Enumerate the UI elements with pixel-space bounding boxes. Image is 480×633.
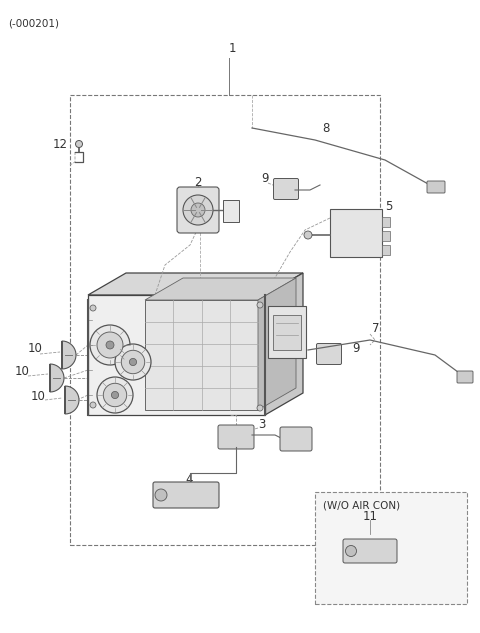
Circle shape bbox=[75, 141, 83, 147]
Circle shape bbox=[130, 358, 137, 366]
Circle shape bbox=[90, 325, 130, 365]
Bar bbox=[382, 231, 390, 241]
Circle shape bbox=[97, 377, 133, 413]
Circle shape bbox=[121, 350, 144, 373]
Text: 4: 4 bbox=[185, 473, 192, 486]
Polygon shape bbox=[62, 341, 76, 369]
Circle shape bbox=[90, 305, 96, 311]
FancyBboxPatch shape bbox=[330, 209, 382, 257]
Circle shape bbox=[111, 391, 119, 399]
Text: 10: 10 bbox=[14, 365, 29, 378]
FancyBboxPatch shape bbox=[280, 427, 312, 451]
FancyBboxPatch shape bbox=[457, 371, 473, 383]
Circle shape bbox=[257, 302, 263, 308]
FancyBboxPatch shape bbox=[153, 482, 219, 508]
Text: 12: 12 bbox=[52, 138, 68, 151]
Bar bbox=[268, 306, 306, 358]
Text: 2: 2 bbox=[194, 176, 202, 189]
Bar bbox=[223, 200, 239, 222]
FancyBboxPatch shape bbox=[218, 425, 254, 449]
Text: 6: 6 bbox=[254, 288, 262, 301]
Text: 9: 9 bbox=[261, 172, 269, 185]
Polygon shape bbox=[258, 278, 296, 410]
Text: 1: 1 bbox=[228, 42, 236, 55]
Bar bbox=[382, 217, 390, 227]
Polygon shape bbox=[88, 273, 303, 295]
Bar bbox=[70, 95, 380, 545]
Text: 8: 8 bbox=[322, 122, 329, 135]
Circle shape bbox=[103, 384, 127, 406]
Text: 10: 10 bbox=[27, 342, 42, 355]
Circle shape bbox=[346, 546, 357, 556]
Text: 3: 3 bbox=[258, 418, 265, 431]
Circle shape bbox=[90, 402, 96, 408]
Circle shape bbox=[304, 231, 312, 239]
Circle shape bbox=[97, 332, 123, 358]
Circle shape bbox=[257, 405, 263, 411]
FancyBboxPatch shape bbox=[427, 181, 445, 193]
Polygon shape bbox=[145, 278, 296, 300]
Polygon shape bbox=[65, 386, 79, 414]
Text: 11: 11 bbox=[362, 510, 377, 523]
Text: (-000201): (-000201) bbox=[8, 18, 59, 28]
Circle shape bbox=[191, 203, 205, 217]
Bar bbox=[315, 492, 467, 604]
FancyBboxPatch shape bbox=[316, 344, 341, 365]
Bar bbox=[273, 315, 301, 350]
Bar bbox=[382, 245, 390, 255]
Text: 7: 7 bbox=[372, 322, 380, 335]
Polygon shape bbox=[265, 273, 303, 415]
FancyBboxPatch shape bbox=[274, 179, 299, 199]
Circle shape bbox=[106, 341, 114, 349]
Polygon shape bbox=[88, 295, 265, 415]
Circle shape bbox=[183, 195, 213, 225]
Circle shape bbox=[115, 344, 151, 380]
FancyBboxPatch shape bbox=[177, 187, 219, 233]
Text: (W/O AIR CON): (W/O AIR CON) bbox=[323, 500, 400, 510]
Circle shape bbox=[155, 489, 167, 501]
Text: 9: 9 bbox=[352, 342, 360, 355]
Polygon shape bbox=[50, 364, 64, 392]
FancyBboxPatch shape bbox=[343, 539, 397, 563]
Bar bbox=[145, 300, 258, 410]
Text: 10: 10 bbox=[31, 390, 46, 403]
Text: 5: 5 bbox=[385, 200, 392, 213]
